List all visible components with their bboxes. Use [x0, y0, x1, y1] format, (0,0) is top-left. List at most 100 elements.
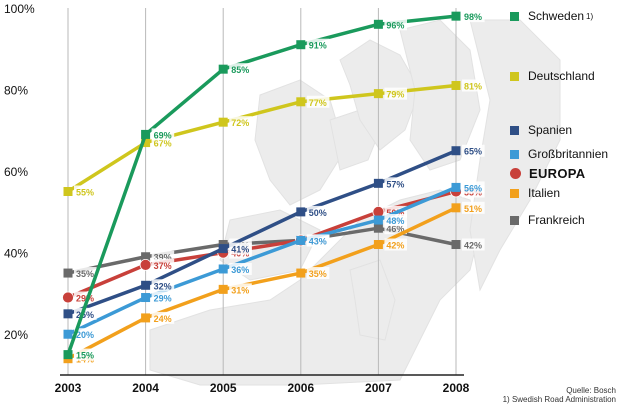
data-label-text: 25% — [76, 310, 94, 320]
data-label-bg — [462, 238, 485, 251]
data-label-text: 41% — [231, 245, 249, 255]
point-deutschland-2006[interactable] — [296, 97, 306, 107]
data-label-bg — [462, 201, 485, 214]
legend-item-deutschland[interactable]: Deutschland — [510, 69, 595, 83]
legend-label-grossbritannien: Großbritannien — [528, 147, 609, 161]
data-label-bg — [229, 116, 252, 129]
series-schweden: 15% 69% 85% 91% 96% 98% — [63, 10, 485, 361]
point-spanien-2007[interactable] — [373, 178, 383, 188]
data-label-frankreich-2003: 35% — [74, 267, 97, 280]
point-gro-britannien-2005[interactable] — [218, 264, 228, 274]
legend-label-frankreich: Frankreich — [528, 213, 585, 227]
data-label-deutschland-2006: 77% — [306, 95, 330, 108]
point-frankreich-2004[interactable] — [141, 252, 151, 262]
legend-item-europa[interactable]: EUROPA — [510, 166, 585, 181]
data-label-text: 29% — [154, 294, 172, 304]
y-tick-label-80: 80% — [4, 84, 28, 98]
data-label-spanien-2007: 57% — [384, 177, 407, 190]
data-label-text: 29% — [76, 294, 94, 304]
x-tick-label-2007: 2007 — [365, 381, 392, 395]
point-italien-2006[interactable] — [296, 268, 306, 278]
data-label-bg — [151, 291, 175, 304]
legend-item-grossbritannien[interactable]: Großbritannien — [510, 147, 608, 161]
data-label-schweden-2006: 91% — [306, 38, 330, 51]
data-label-schweden-2007: 96% — [384, 18, 407, 31]
legend-item-schweden[interactable]: Schweden 1) — [510, 9, 593, 23]
legend-item-italien[interactable]: Italien — [510, 186, 560, 200]
point-europa-2004[interactable] — [139, 258, 152, 271]
x-axis: 2003 2004 2005 2006 2007 2008 — [55, 374, 470, 395]
data-label-bg — [384, 214, 407, 227]
legend-item-frankreich[interactable]: Frankreich — [510, 213, 585, 227]
data-label-gro-britannien-2008: 56% — [462, 181, 485, 194]
point-deutschland-2007[interactable] — [373, 89, 383, 99]
data-label-bg — [306, 205, 330, 218]
data-label-text: 57% — [386, 179, 404, 189]
data-label-text: 24% — [154, 314, 172, 324]
data-label-deutschland-2007: 79% — [384, 87, 407, 100]
legend-swatch-europa — [510, 168, 521, 179]
point-italien-2008[interactable] — [451, 203, 461, 213]
data-label-bg — [306, 38, 330, 51]
data-label-frankreich-2008: 42% — [462, 238, 485, 251]
point-gro-britannien-2003[interactable] — [63, 329, 73, 339]
point-spanien-2006[interactable] — [296, 207, 306, 217]
point-frankreich-2008[interactable] — [451, 240, 461, 250]
point-spanien-2008[interactable] — [451, 146, 461, 156]
point-spanien-2003[interactable] — [63, 309, 73, 319]
data-label-deutschland-2003: 55% — [74, 185, 97, 198]
point-gro-britannien-2007[interactable] — [373, 215, 383, 225]
data-label-text: 67% — [154, 139, 172, 149]
point-schweden-2007[interactable] — [373, 19, 383, 29]
data-label-text: 56% — [464, 183, 482, 193]
point-deutschland-2008[interactable] — [451, 80, 461, 90]
point-schweden-2006[interactable] — [296, 40, 306, 50]
point-gro-britannien-2008[interactable] — [451, 182, 461, 192]
legend-label-deutschland: Deutschland — [528, 69, 595, 83]
data-label-gro-britannien-2007: 48% — [384, 214, 407, 227]
point-italien-2005[interactable] — [218, 284, 228, 294]
point-schweden-2004[interactable] — [141, 129, 151, 139]
data-label-text: 91% — [309, 41, 327, 51]
data-label-text: 72% — [231, 118, 249, 128]
point-deutschland-2004[interactable] — [141, 138, 151, 148]
point-spanien-2004[interactable] — [141, 280, 151, 290]
legend-item-spanien[interactable]: Spanien — [510, 123, 572, 137]
point-italien-2007[interactable] — [373, 240, 383, 250]
data-label-bg — [74, 267, 97, 280]
data-label-text: 42% — [386, 241, 404, 251]
data-label-bg — [229, 283, 252, 296]
point-deutschland-2003[interactable] — [63, 187, 73, 196]
data-label-spanien-2005: 41% — [229, 242, 252, 255]
point-europa-2003[interactable] — [62, 291, 74, 304]
point-frankreich-2007[interactable] — [373, 223, 383, 233]
data-label-text: 15% — [76, 351, 94, 361]
source-note: Quelle: Bosch 1) Swedish Road Administra… — [503, 386, 616, 404]
data-label-text: 85% — [231, 65, 249, 75]
y-tick-label-100: 100% — [4, 2, 35, 16]
data-label-bg — [306, 267, 330, 280]
y-tick-label-60: 60% — [4, 165, 28, 179]
point-deutschland-2005[interactable] — [218, 117, 228, 127]
legend-label-schweden: Schweden — [528, 9, 585, 23]
x-tick-label-2008: 2008 — [443, 381, 470, 395]
data-label-italien-2004: 24% — [151, 311, 175, 324]
point-italien-2004[interactable] — [141, 313, 151, 323]
data-label-gro-britannien-2003: 20% — [74, 328, 97, 341]
point-schweden-2005[interactable] — [218, 64, 228, 74]
data-label-bg — [384, 87, 407, 100]
point-gro-britannien-2006[interactable] — [296, 235, 306, 245]
point-schweden-2008[interactable] — [451, 11, 461, 21]
data-label-text: 35% — [309, 269, 327, 279]
point-gro-britannien-2004[interactable] — [141, 293, 151, 303]
data-label-text: 48% — [386, 216, 404, 226]
data-label-bg — [74, 185, 97, 198]
point-spanien-2005[interactable] — [218, 244, 228, 254]
data-label-bg — [229, 262, 252, 275]
data-label-bg — [306, 95, 330, 108]
point-frankreich-2003[interactable] — [63, 268, 73, 278]
data-label-italien-2007: 42% — [384, 238, 407, 251]
point-schweden-2003[interactable] — [63, 350, 73, 360]
data-label-bg — [151, 128, 175, 141]
data-label-text: 81% — [464, 81, 482, 91]
